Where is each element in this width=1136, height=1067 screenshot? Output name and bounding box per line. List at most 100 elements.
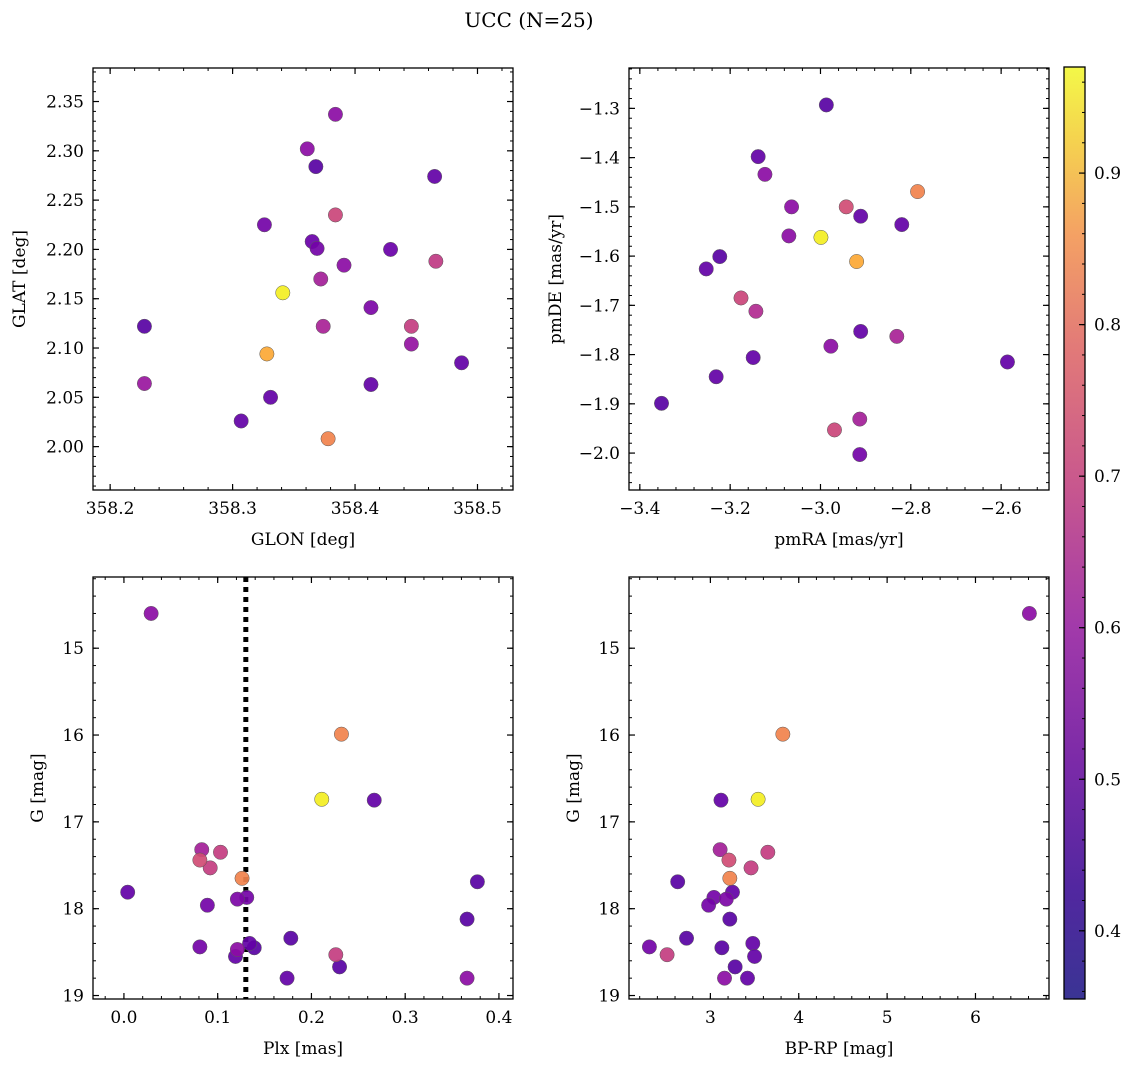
scatter-points [654, 97, 1015, 462]
data-point [136, 318, 152, 334]
pm-panel: −3.4 −3.2 −3.0 −2.8 −2.6 −2.0 −1.9 −1.8 −1.7 −1.6… [546, 67, 1050, 550]
data-point [229, 891, 245, 907]
y-tick-label: 19 [598, 987, 620, 1007]
x-tick-label: 358.2 [86, 499, 135, 519]
data-point [823, 338, 839, 354]
data-point [714, 940, 730, 956]
y-tick-label: −1.7 [579, 296, 620, 316]
figure-title: UCC (N=25) [464, 8, 593, 32]
data-point [849, 254, 865, 269]
scatter-points [136, 106, 470, 447]
data-point [708, 369, 724, 385]
x-tick-label: 358.5 [453, 499, 502, 519]
data-point [775, 726, 791, 742]
axes-frame [628, 576, 1050, 1000]
colorbar-tick-label: 0.9 [1094, 164, 1121, 184]
glon-glat-panel: 358.2 358.3 358.4 358.5 2.00 2.05 2.10 2.15 2.20… [10, 67, 514, 550]
data-point [383, 241, 399, 257]
y-tick-label: 2.10 [46, 339, 84, 359]
data-point [745, 935, 761, 951]
data-point [713, 792, 729, 808]
x-tick-label: 0.4 [485, 1008, 512, 1028]
data-point [1021, 606, 1037, 621]
y-tick-label: 17 [62, 813, 84, 833]
data-point [279, 970, 295, 986]
data-point [459, 911, 475, 927]
data-point [199, 897, 215, 913]
colorbar-tick-label: 0.7 [1094, 467, 1121, 487]
x-tick-label: −3.2 [710, 499, 751, 519]
y-tick-label: 2.25 [46, 191, 84, 211]
data-point [701, 897, 717, 913]
scatter-points [120, 606, 485, 986]
y-axis-label: G [mag] [28, 753, 48, 822]
x-tick-label: 5 [882, 1008, 893, 1028]
colorbar-tick-label: 0.6 [1094, 619, 1121, 639]
data-point [403, 318, 419, 334]
x-axis-label: Plx [mas] [263, 1039, 343, 1059]
colorbar-tick-label: 0.4 [1094, 922, 1121, 942]
data-point [722, 911, 738, 927]
data-point [120, 884, 136, 900]
data-point [315, 318, 331, 334]
x-tick-label: 0.3 [392, 1008, 419, 1028]
axis-ticks: 358.2 358.3 358.4 358.5 2.00 2.05 2.10 2.15 2.20… [46, 68, 513, 519]
data-point [454, 355, 470, 371]
data-point [136, 376, 152, 391]
scatter-points [641, 606, 1037, 986]
y-tick-label: −2.0 [579, 444, 620, 464]
data-point [143, 606, 159, 621]
data-point [403, 336, 419, 352]
data-point [308, 159, 324, 175]
x-tick-label: 3 [705, 1008, 716, 1028]
data-point [327, 207, 343, 223]
y-axis-label: GLAT [deg] [10, 230, 30, 328]
data-point [234, 870, 250, 886]
data-point [743, 860, 759, 876]
data-point [727, 959, 743, 975]
data-point [910, 184, 926, 200]
data-point [750, 791, 766, 807]
y-tick-label: 2.00 [46, 438, 84, 458]
data-point [659, 947, 675, 963]
data-point [363, 300, 379, 316]
data-point [192, 852, 208, 868]
y-tick-label: −1.3 [579, 99, 620, 119]
data-point [712, 842, 728, 858]
y-tick-label: 18 [62, 900, 84, 920]
plx-g-panel: 0.0 0.1 0.2 0.3 0.4 15 16 17 18 19 Plx [mas] G [mag… [28, 576, 514, 1059]
x-axis-label: pmRA [mas/yr] [774, 530, 903, 550]
x-tick-label: 358.3 [208, 499, 257, 519]
data-point [717, 970, 732, 986]
data-point [309, 240, 325, 256]
colorbar: 0.4 0.5 0.6 0.7 0.8 0.9 [1063, 66, 1121, 1000]
data-point [333, 726, 349, 742]
y-tick-label: 2.15 [46, 290, 84, 310]
data-point [263, 389, 279, 405]
colorbar-tick-label: 0.5 [1094, 770, 1121, 790]
y-tick-label: 16 [62, 726, 84, 746]
x-tick-label: 0.0 [110, 1008, 137, 1028]
data-point [192, 939, 208, 955]
data-point [229, 942, 245, 957]
data-point [679, 930, 694, 946]
x-tick-label: 6 [970, 1008, 981, 1028]
data-point [747, 949, 763, 964]
data-point [852, 447, 868, 462]
data-point [328, 947, 344, 963]
y-tick-label: −1.6 [579, 247, 620, 267]
data-point [760, 844, 776, 860]
x-tick-label: 0.1 [204, 1008, 231, 1028]
y-tick-label: 2.35 [46, 93, 84, 113]
data-point [1000, 354, 1015, 370]
axes-frame [92, 67, 514, 491]
data-point [889, 328, 905, 344]
colorbar-tick-label: 0.8 [1094, 316, 1121, 336]
y-tick-label: 15 [598, 639, 620, 659]
data-point [784, 199, 800, 215]
data-point [327, 106, 343, 122]
y-tick-label: 19 [62, 987, 84, 1007]
y-tick-label: 18 [598, 900, 620, 920]
y-axis-label: pmDE [mas/yr] [546, 214, 566, 344]
y-tick-label: −1.8 [579, 346, 620, 366]
